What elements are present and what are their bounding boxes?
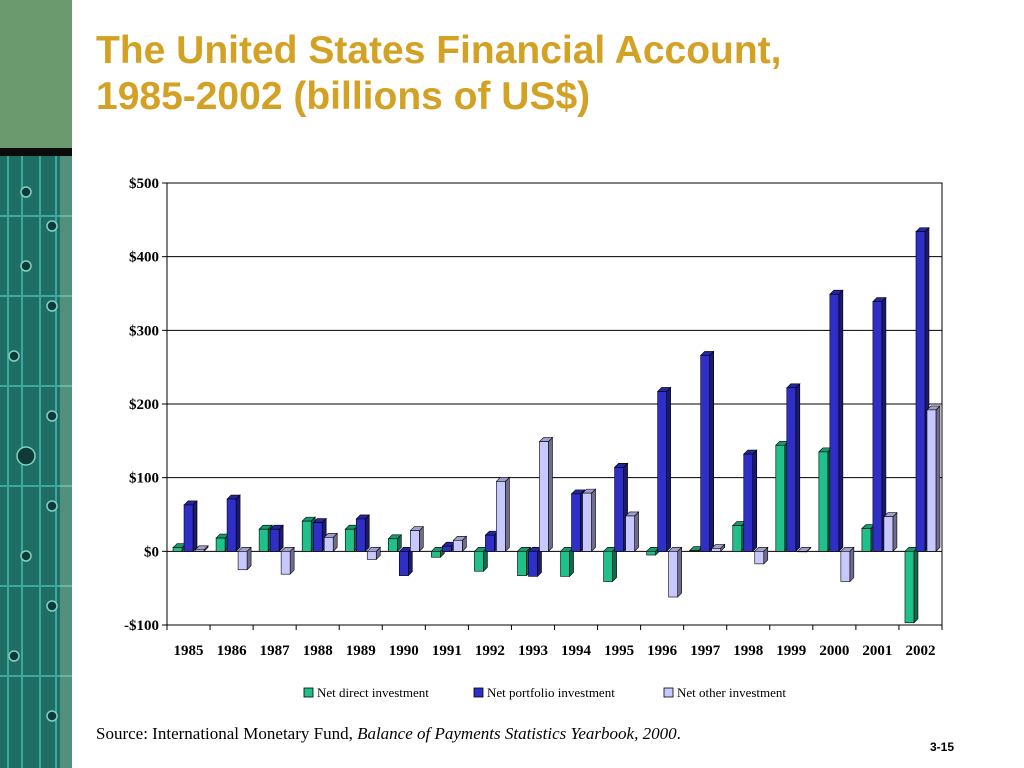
bar (409, 525, 425, 553)
x-tick-label: 1987 (260, 643, 291, 659)
bar (926, 405, 941, 553)
legend-swatch (303, 687, 314, 698)
bar (904, 546, 919, 624)
x-tick-label: 2001 (862, 643, 892, 659)
bar (495, 476, 511, 553)
x-tick-label: 1994 (561, 643, 592, 659)
bar (387, 534, 403, 553)
bar (667, 546, 683, 598)
x-tick-label: 2002 (905, 643, 935, 659)
bar (840, 546, 855, 583)
x-tick-label: 1999 (776, 643, 806, 659)
bar (237, 546, 252, 571)
y-tick-label: $0 (144, 544, 159, 560)
bar (269, 524, 284, 553)
x-tick-label: 1997 (690, 643, 721, 659)
legend-label: Net other investment (677, 685, 786, 700)
bar (743, 449, 758, 553)
bar (624, 511, 640, 553)
x-tick-label: 1989 (346, 643, 376, 659)
x-tick-label: 1985 (174, 643, 204, 659)
slide-number: 3-15 (930, 740, 955, 754)
bar (872, 296, 887, 553)
y-tick-label: -$100 (124, 618, 159, 634)
circuit-board-image (0, 156, 72, 768)
title-line-1: The United States Financial Account, (96, 29, 782, 72)
bar (280, 546, 295, 575)
bar (829, 289, 844, 553)
y-tick-label: $200 (129, 397, 159, 413)
bar (323, 532, 338, 553)
bar (226, 494, 241, 553)
bar (559, 546, 575, 578)
bar (355, 514, 370, 553)
bar (710, 543, 726, 553)
y-tick-label: $100 (129, 471, 159, 487)
x-tick-label: 1991 (432, 643, 462, 659)
side-panel (0, 0, 72, 148)
source-prefix: Source: International Monetary Fund, (96, 724, 358, 743)
bar (581, 488, 597, 553)
legend-label: Net portfolio investment (487, 685, 615, 700)
x-tick-label: 1992 (475, 643, 505, 659)
page-title: The United States Financial Account, 198… (96, 28, 782, 120)
y-tick-label: $300 (129, 323, 159, 339)
x-tick-label: 1995 (604, 643, 634, 659)
bar (452, 535, 468, 553)
legend-swatch (473, 687, 484, 698)
legend-swatch (663, 687, 674, 698)
x-tick-label: 1988 (303, 643, 333, 659)
bar (883, 511, 898, 553)
bar (538, 436, 554, 553)
bar (366, 546, 381, 561)
y-tick-label: $500 (129, 176, 159, 192)
bar (183, 500, 198, 553)
x-tick-label: 1996 (647, 643, 678, 659)
bar (398, 546, 414, 577)
bar (786, 383, 801, 553)
y-tick-label: $400 (129, 250, 159, 266)
financial-account-chart: -$100 $0 $100 $200 $300 $400 $500 1985 1986 1987 1… (124, 176, 943, 700)
source-suffix: . (676, 724, 681, 743)
title-line-2: 1985-2002 (billions of US$) (96, 75, 591, 118)
x-tick-label: 1990 (389, 643, 419, 659)
bar (699, 350, 715, 553)
legend-label: Net direct investment (317, 685, 429, 700)
bar (194, 545, 209, 553)
bar (754, 546, 769, 565)
source-title: Balance of Payments Statistics Yearbook,… (357, 724, 677, 743)
bar (797, 546, 812, 553)
bar (656, 386, 672, 553)
bar (527, 546, 543, 578)
side-divider (0, 148, 72, 156)
x-tick-label: 2000 (819, 643, 849, 659)
x-tick-label: 1998 (733, 643, 763, 659)
source-note: Source: International Monetary Fund, Bal… (96, 724, 681, 744)
bar (602, 546, 618, 583)
x-tick-label: 1993 (518, 643, 548, 659)
bar (473, 546, 489, 572)
x-tick-label: 1986 (217, 643, 248, 659)
